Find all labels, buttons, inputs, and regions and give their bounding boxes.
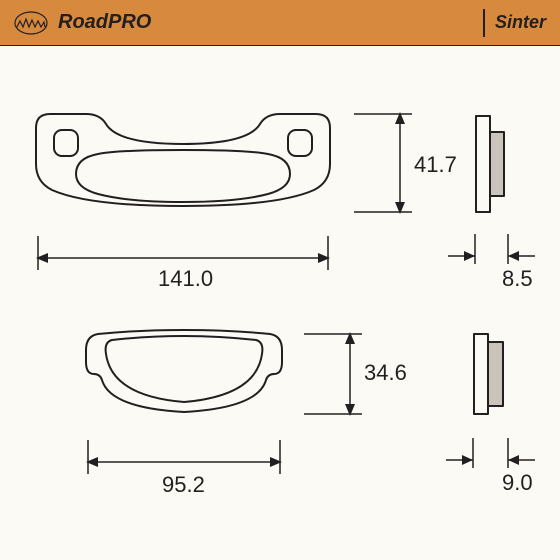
dim-bottom-height-label: 34.6	[364, 360, 407, 386]
dim-top-thick-label: 8.5	[502, 266, 533, 292]
dim-top-width-label: 141.0	[158, 266, 213, 292]
dim-bottom-thick-label: 9.0	[502, 470, 533, 496]
logo-icon	[14, 11, 48, 35]
pad-bottom-side	[466, 328, 516, 420]
pad-top-side	[468, 110, 518, 218]
pad-bottom-front	[78, 326, 290, 422]
dim-top-thick	[440, 232, 550, 272]
header: RoadPRO Sinter	[0, 0, 560, 46]
dim-top-height-label: 41.7	[414, 152, 457, 178]
variant-text: Sinter	[495, 12, 546, 33]
dim-bottom-width-label: 95.2	[162, 472, 205, 498]
brand-text: RoadPRO	[58, 11, 151, 34]
pad-top-front	[28, 106, 338, 231]
header-divider	[483, 9, 485, 37]
header-right: Sinter	[483, 9, 546, 37]
header-left: RoadPRO	[14, 11, 151, 35]
diagram-area: 41.7 141.0 8.5 34.6	[0, 46, 560, 560]
